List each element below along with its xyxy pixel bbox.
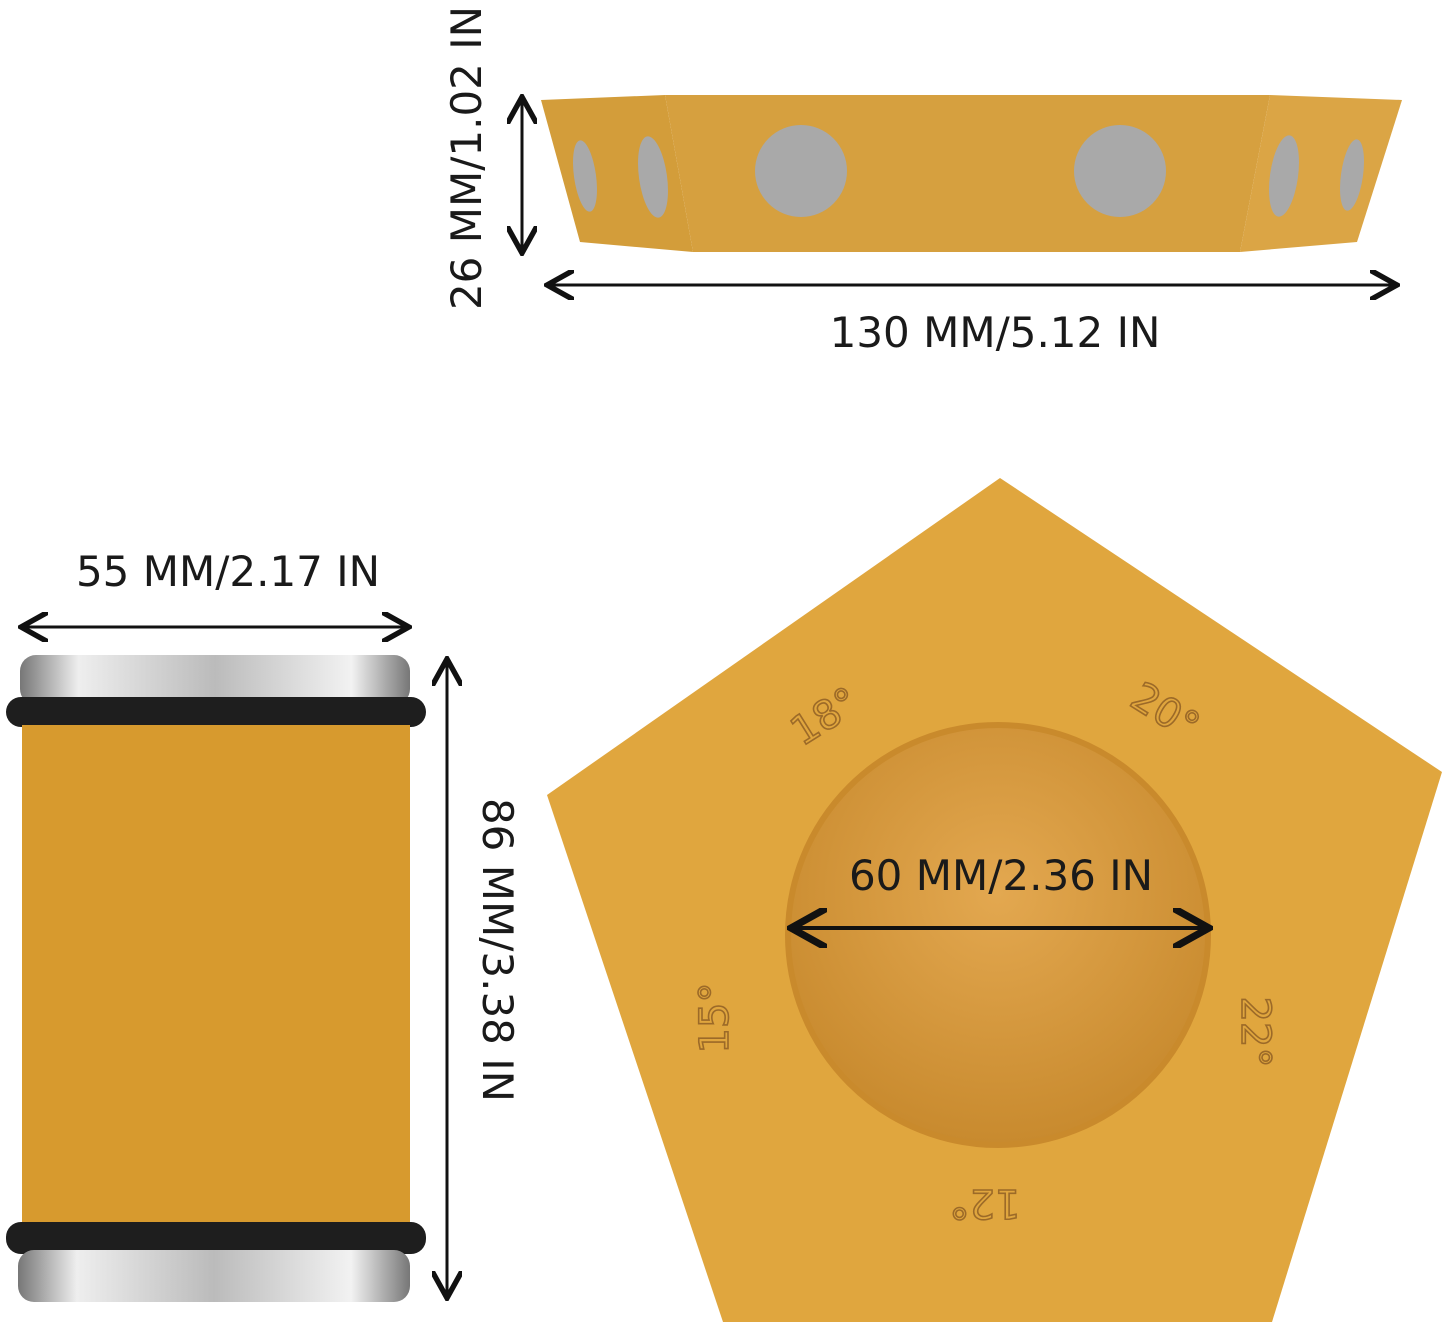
roller-body [22,725,410,1225]
pentagon-block: 18° 20° 15° 22° 12° [547,478,1442,1322]
hole-ellipse [638,136,668,218]
hole-circle [755,125,847,217]
roller [6,655,426,1302]
angle-label: 12° [950,1180,1021,1226]
hole-ellipse [1340,139,1364,211]
roller-width-label: 55 MM/2.17 IN [76,547,380,596]
hole-ellipse [1269,135,1299,217]
angle-label: 22° [1232,997,1278,1068]
top-width-label: 130 MM/5.12 IN [830,308,1161,357]
hole-ellipse [573,140,597,212]
angle-label: 15° [692,983,738,1054]
hole-circle [1074,125,1166,217]
top-height-label: 26 MM/1.02 IN [442,6,491,310]
hole-diameter-label: 60 MM/2.36 IN [849,851,1153,900]
center-hole [785,722,1211,1148]
roller-height-label: 86 MM/3.38 IN [473,798,522,1102]
top-view-block [541,95,1402,252]
